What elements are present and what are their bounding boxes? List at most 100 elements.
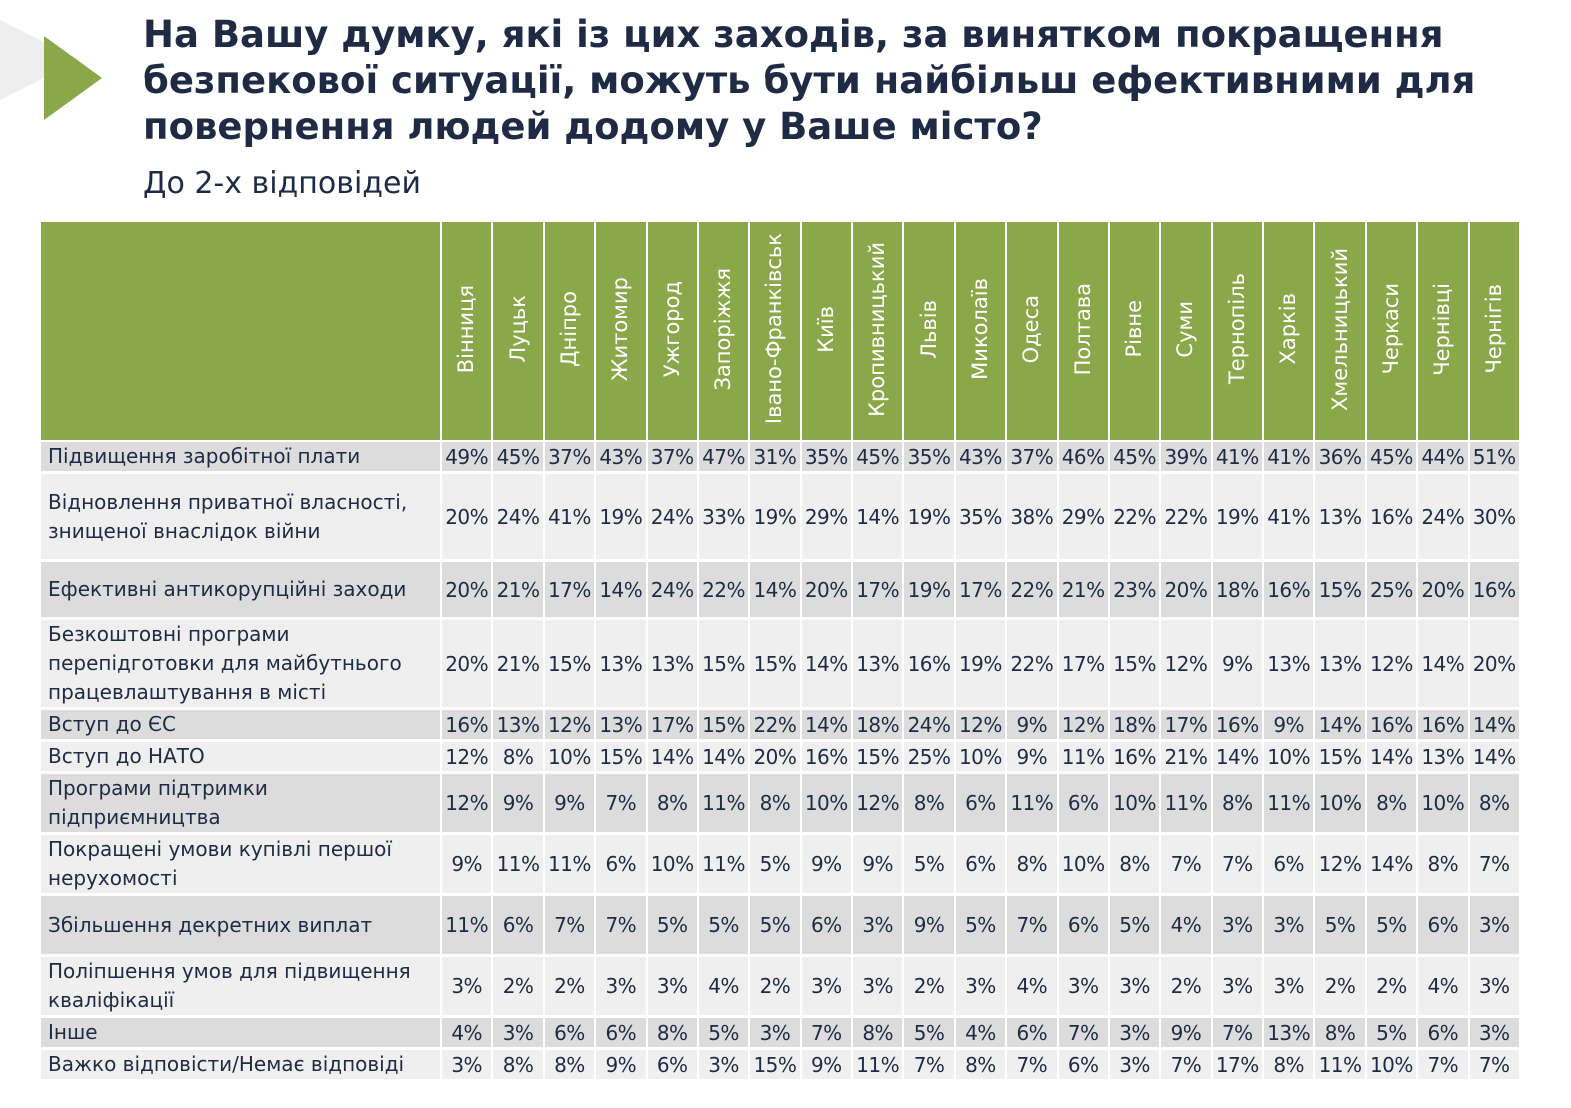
table-cell: 14% — [853, 474, 905, 562]
table-cell: 15% — [750, 1050, 802, 1082]
table-cell: 8% — [647, 1018, 699, 1050]
table-cell: 16% — [1366, 710, 1419, 742]
table-cell: 2% — [750, 957, 802, 1018]
table-cell: 6% — [1264, 835, 1316, 896]
column-header-label: Миколаїв — [967, 278, 992, 380]
table-cell: 3% — [1109, 1050, 1162, 1082]
table-cell: 25% — [1366, 562, 1419, 620]
table-cell: 5% — [904, 1018, 956, 1050]
table-cell: 3% — [955, 957, 1008, 1018]
table-cell: 14% — [1212, 742, 1264, 774]
table-cell: 13% — [493, 710, 545, 742]
table-cell: 7% — [801, 1018, 853, 1050]
column-header: Запоріжжя — [698, 222, 751, 442]
table-cell: 39% — [1161, 442, 1213, 474]
table-cell: 16% — [1366, 474, 1419, 562]
table-cell: 43% — [955, 442, 1008, 474]
column-header-label: Чернівці — [1430, 282, 1455, 376]
table-cell: 2% — [1161, 957, 1213, 1018]
table-cell: 13% — [1264, 620, 1316, 710]
table-cell: 24% — [1418, 474, 1470, 562]
table-cell: 44% — [1418, 442, 1470, 474]
table-cell: 2% — [544, 957, 597, 1018]
table-cell: 6% — [1007, 1018, 1059, 1050]
table-cell: 12% — [853, 774, 905, 835]
table-cell: 15% — [750, 620, 802, 710]
table-cell: 24% — [493, 474, 545, 562]
table-cell: 8% — [904, 774, 956, 835]
table-cell: 10% — [1418, 774, 1470, 835]
table-row: Збільшення декретних виплат 11% 6% 7% 7% 5% 5%… — [41, 896, 1521, 957]
table-cell: 9% — [904, 896, 956, 957]
table-cell: 11% — [1058, 742, 1110, 774]
column-header-label: Ужгород — [659, 280, 684, 378]
table-cell: 10% — [955, 742, 1008, 774]
row-label: Збільшення декретних виплат — [41, 896, 442, 957]
table-cell: 7% — [1469, 1050, 1521, 1082]
table-cell: 29% — [801, 474, 853, 562]
table-cell: 49% — [442, 442, 494, 474]
table-cell: 3% — [1264, 957, 1316, 1018]
table-cell: 9% — [442, 835, 494, 896]
table-row: Вступ до ЄС 16% 13% 12% 13% 17% 15% 22% 14% 18% 24… — [41, 710, 1521, 742]
table-row: Програми підтримки підприємництва 12% 9% 9%… — [41, 774, 1521, 835]
table-cell: 9% — [1007, 710, 1059, 742]
table-cell: 14% — [1469, 742, 1521, 774]
results-table: Вінниця Луцьк Дніпро Житомир Ужгород Запоріжж… — [41, 222, 1521, 1082]
table-cell: 13% — [596, 620, 648, 710]
table-cell: 41% — [1264, 474, 1316, 562]
table-cell: 8% — [544, 1050, 597, 1082]
table-cell: 21% — [1058, 562, 1110, 620]
table-cell: 8% — [1109, 835, 1162, 896]
table-cell: 12% — [544, 710, 597, 742]
table-cell: 14% — [1469, 710, 1521, 742]
table-cell: 10% — [801, 774, 853, 835]
table-cell: 9% — [493, 774, 545, 835]
table-cell: 8% — [750, 774, 802, 835]
table-cell: 13% — [1315, 620, 1367, 710]
table-cell: 10% — [1058, 835, 1110, 896]
table-cell: 3% — [1212, 896, 1264, 957]
table-cell: 9% — [801, 835, 853, 896]
table-cell: 45% — [1109, 442, 1162, 474]
table-cell: 15% — [544, 620, 597, 710]
table-cell: 9% — [1007, 742, 1059, 774]
table-cell: 7% — [1007, 896, 1059, 957]
table-cell: 22% — [1007, 562, 1059, 620]
table-cell: 37% — [647, 442, 699, 474]
table-cell: 20% — [442, 474, 494, 562]
table-row: Покращені умови купівлі першої нерухомос… — [41, 835, 1521, 896]
table-cell: 25% — [904, 742, 956, 774]
table-cell: 38% — [1007, 474, 1059, 562]
table-cell: 19% — [904, 562, 956, 620]
table-cell: 16% — [1469, 562, 1521, 620]
table-cell: 6% — [1058, 896, 1110, 957]
table-cell: 21% — [493, 620, 545, 710]
table-cell: 20% — [442, 620, 494, 710]
table-cell: 15% — [1315, 562, 1367, 620]
row-label: Вступ до НАТО — [41, 742, 442, 774]
table-cell: 19% — [955, 620, 1008, 710]
table-cell: 5% — [698, 896, 751, 957]
table-cell: 14% — [698, 742, 751, 774]
table-cell: 3% — [1469, 896, 1521, 957]
table-cell: 12% — [442, 742, 494, 774]
table-cell: 13% — [1264, 1018, 1316, 1050]
table-cell: 15% — [1109, 620, 1162, 710]
page-title: На Вашу думку, які із цих заходів, за ви… — [143, 13, 1476, 148]
column-header: Хмельницький — [1315, 222, 1367, 442]
table-cell: 5% — [750, 896, 802, 957]
table-cell: 6% — [1418, 896, 1470, 957]
table-cell: 20% — [442, 562, 494, 620]
table-cell: 5% — [904, 835, 956, 896]
column-header: Рівне — [1109, 222, 1162, 442]
table-cell: 3% — [442, 957, 494, 1018]
table-cell: 3% — [493, 1018, 545, 1050]
table-cell: 6% — [596, 1018, 648, 1050]
table-cell: 7% — [596, 896, 648, 957]
column-header: Житомир — [596, 222, 648, 442]
page-subtitle: До 2-х відповідей — [143, 166, 421, 201]
table-cell: 41% — [1212, 442, 1264, 474]
table-cell: 9% — [853, 835, 905, 896]
table-cell: 4% — [698, 957, 751, 1018]
